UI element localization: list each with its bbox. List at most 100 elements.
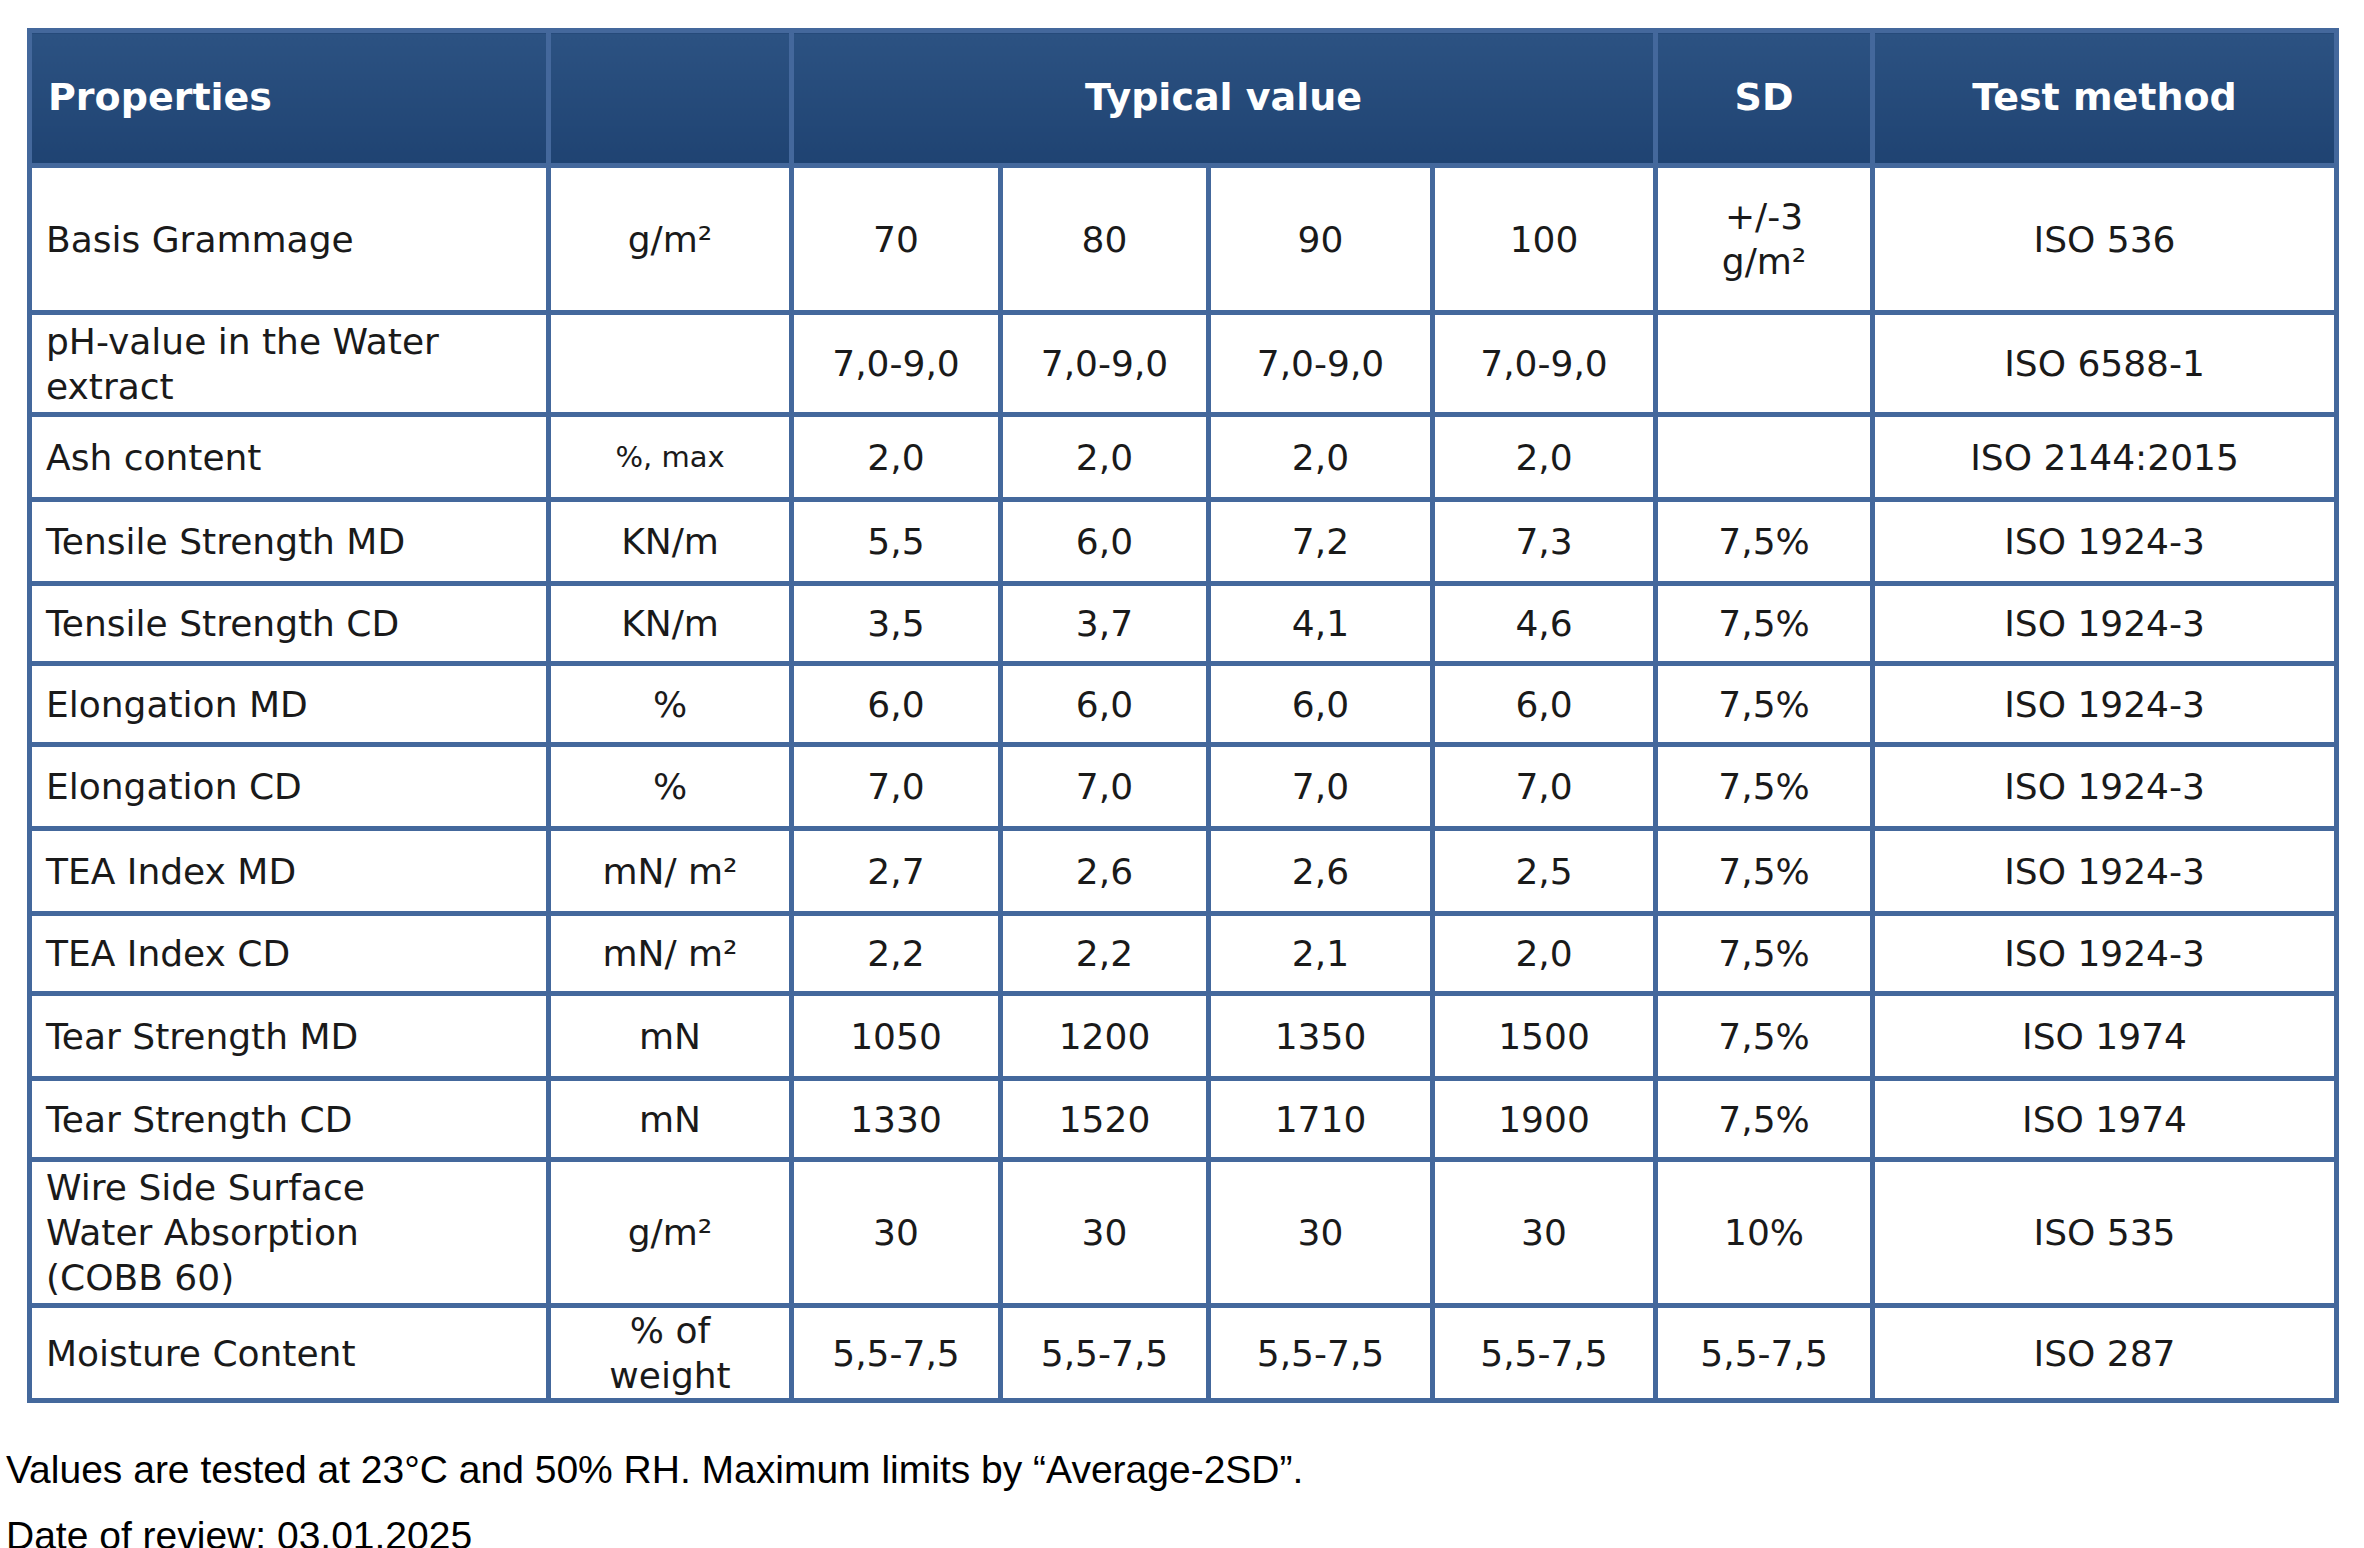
value-cell: 7,2 (1209, 500, 1433, 584)
value-cell: 2,0 (1433, 415, 1656, 500)
test-method-cell: ISO 1924-3 (1873, 584, 2337, 664)
value-cell: 5,5-7,5 (792, 1306, 1001, 1401)
value-cell: 3,7 (1001, 584, 1209, 664)
sd-cell: 7,5% (1656, 994, 1873, 1079)
test-method-cell: ISO 2144:2015 (1873, 415, 2337, 500)
value-cell: 5,5-7,5 (1209, 1306, 1433, 1401)
value-cell: 2,6 (1209, 829, 1433, 914)
value-cell: 30 (1209, 1160, 1433, 1306)
value-cell: 2,0 (1209, 415, 1433, 500)
value-cell: 6,0 (1433, 664, 1656, 745)
value-cell: 1500 (1433, 994, 1656, 1079)
table-header-row: Properties Typical value SD Test method (30, 31, 2337, 166)
value-cell: 6,0 (1001, 664, 1209, 745)
property-label: Tear Strength CD (30, 1079, 549, 1160)
value-cell: 4,6 (1433, 584, 1656, 664)
value-cell: 7,0 (1209, 745, 1433, 829)
value-cell: 6,0 (1209, 664, 1433, 745)
value-cell: 100 (1433, 166, 1656, 313)
unit-cell: KN/m (549, 500, 792, 584)
header-sd: SD (1656, 31, 1873, 166)
value-cell: 2,0 (1001, 415, 1209, 500)
value-cell: 2,5 (1433, 829, 1656, 914)
footer-notes: Values are tested at 23°C and 50% RH. Ma… (6, 1437, 1303, 1548)
table-row: Ash content %, max 2,0 2,0 2,0 2,0 ISO 2… (30, 415, 2337, 500)
test-method-cell: ISO 6588-1 (1873, 313, 2337, 415)
sd-cell: 7,5% (1656, 584, 1873, 664)
property-label: Ash content (30, 415, 549, 500)
value-cell: 30 (792, 1160, 1001, 1306)
property-label: Elongation MD (30, 664, 549, 745)
table-row: TEA Index MD mN/ m² 2,7 2,6 2,6 2,5 7,5%… (30, 829, 2337, 914)
test-method-cell: ISO 1924-3 (1873, 829, 2337, 914)
properties-table: Properties Typical value SD Test method … (27, 28, 2339, 1403)
value-cell: 2,0 (792, 415, 1001, 500)
value-cell: 6,0 (792, 664, 1001, 745)
footer-review-date: Date of review: 03.01.2025 (6, 1503, 1303, 1548)
test-method-cell: ISO 1924-3 (1873, 745, 2337, 829)
value-cell: 70 (792, 166, 1001, 313)
unit-cell (549, 313, 792, 415)
sd-cell: 7,5% (1656, 664, 1873, 745)
unit-cell: %, max (549, 415, 792, 500)
property-label: Basis Grammage (30, 166, 549, 313)
test-method-cell: ISO 535 (1873, 1160, 2337, 1306)
value-cell: 30 (1433, 1160, 1656, 1306)
value-cell: 7,0 (1001, 745, 1209, 829)
value-cell: 7,0-9,0 (1209, 313, 1433, 415)
property-label: TEA Index CD (30, 914, 549, 994)
sd-cell: 7,5% (1656, 914, 1873, 994)
table-row: Tensile Strength CD KN/m 3,5 3,7 4,1 4,6… (30, 584, 2337, 664)
unit-cell: mN (549, 994, 792, 1079)
value-cell: 30 (1001, 1160, 1209, 1306)
test-method-cell: ISO 287 (1873, 1306, 2337, 1401)
sd-cell: 7,5% (1656, 500, 1873, 584)
sd-cell: +/-3 g/m² (1656, 166, 1873, 313)
sd-cell: 7,5% (1656, 829, 1873, 914)
value-cell: 80 (1001, 166, 1209, 313)
header-properties: Properties (30, 31, 549, 166)
value-cell: 4,1 (1209, 584, 1433, 664)
sd-cell: 7,5% (1656, 745, 1873, 829)
unit-cell: mN/ m² (549, 914, 792, 994)
unit-cell: mN/ m² (549, 829, 792, 914)
value-cell: 1710 (1209, 1079, 1433, 1160)
unit-cell: % of weight (549, 1306, 792, 1401)
value-cell: 7,3 (1433, 500, 1656, 584)
table-row: Elongation CD % 7,0 7,0 7,0 7,0 7,5% ISO… (30, 745, 2337, 829)
table-row: Tensile Strength MD KN/m 5,5 6,0 7,2 7,3… (30, 500, 2337, 584)
property-label: pH-value in the Water extract (30, 313, 549, 415)
value-cell: 2,0 (1433, 914, 1656, 994)
value-cell: 1350 (1209, 994, 1433, 1079)
header-test-method: Test method (1873, 31, 2337, 166)
sd-cell (1656, 415, 1873, 500)
footer-test-conditions: Values are tested at 23°C and 50% RH. Ma… (6, 1437, 1303, 1503)
value-cell: 7,0 (792, 745, 1001, 829)
value-cell: 6,0 (1001, 500, 1209, 584)
value-cell: 2,6 (1001, 829, 1209, 914)
test-method-cell: ISO 536 (1873, 166, 2337, 313)
property-label: Elongation CD (30, 745, 549, 829)
unit-cell: mN (549, 1079, 792, 1160)
sd-cell: 10% (1656, 1160, 1873, 1306)
value-cell: 7,0-9,0 (1001, 313, 1209, 415)
test-method-cell: ISO 1974 (1873, 1079, 2337, 1160)
unit-cell: g/m² (549, 1160, 792, 1306)
table-row: Tear Strength MD mN 1050 1200 1350 1500 … (30, 994, 2337, 1079)
table-row: Moisture Content % of weight 5,5-7,5 5,5… (30, 1306, 2337, 1401)
value-cell: 1520 (1001, 1079, 1209, 1160)
value-cell: 2,1 (1209, 914, 1433, 994)
test-method-cell: ISO 1924-3 (1873, 500, 2337, 584)
value-cell: 5,5-7,5 (1433, 1306, 1656, 1401)
value-cell: 7,0-9,0 (1433, 313, 1656, 415)
table-row: Wire Side Surface Water Absorption (COBB… (30, 1160, 2337, 1306)
value-cell: 1900 (1433, 1079, 1656, 1160)
test-method-cell: ISO 1924-3 (1873, 914, 2337, 994)
value-cell: 2,7 (792, 829, 1001, 914)
property-label: Wire Side Surface Water Absorption (COBB… (30, 1160, 549, 1306)
sd-cell: 7,5% (1656, 1079, 1873, 1160)
value-cell: 7,0 (1433, 745, 1656, 829)
property-label: Moisture Content (30, 1306, 549, 1401)
test-method-cell: ISO 1974 (1873, 994, 2337, 1079)
table-row: pH-value in the Water extract 7,0-9,0 7,… (30, 313, 2337, 415)
